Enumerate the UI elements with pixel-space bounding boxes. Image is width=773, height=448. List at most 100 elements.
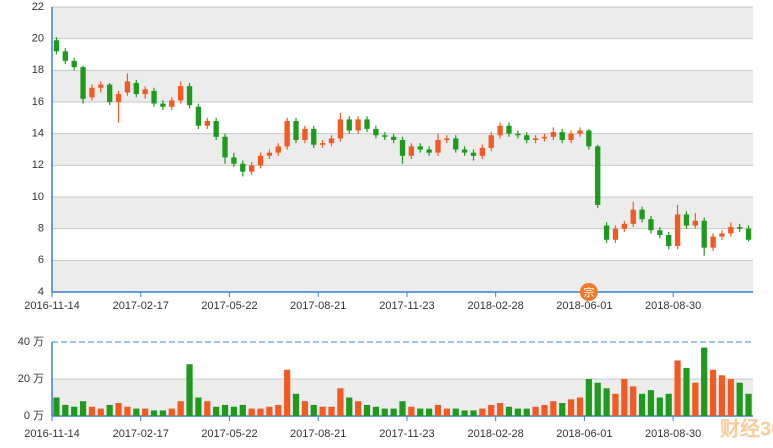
volume-bar (559, 403, 566, 416)
volume-bar (523, 408, 530, 416)
candle-body (745, 228, 752, 240)
candle-body (284, 121, 290, 147)
volume-bar (372, 406, 379, 416)
volume-bar (230, 406, 238, 416)
volume-bar (417, 408, 424, 416)
volume-x-tick-label: 2017-11-23 (379, 428, 434, 440)
x-tick-label: 2017-02-17 (113, 300, 169, 312)
volume-bar (736, 382, 743, 416)
volume-bar (195, 397, 202, 416)
candle-body (719, 233, 725, 237)
candle-body (319, 143, 326, 145)
candle-body (222, 136, 228, 158)
candle-body (390, 136, 397, 140)
candle-body (62, 51, 68, 61)
candle-body (550, 132, 557, 137)
volume-bar (621, 379, 628, 416)
candle-body (559, 132, 565, 140)
volume-bar (550, 401, 557, 416)
grid-band (52, 260, 753, 292)
candle-body (737, 227, 743, 229)
candle-body (399, 140, 406, 156)
candle-body (728, 227, 734, 234)
candle-body (107, 84, 113, 102)
candle-body (435, 140, 441, 153)
volume-bar (701, 347, 708, 416)
volume-bar (647, 390, 655, 416)
volume-bar (310, 404, 317, 416)
candle-body (497, 125, 503, 136)
candle-body (53, 40, 60, 52)
x-tick-label: 2017-08-21 (290, 300, 346, 312)
volume-bar (177, 401, 184, 416)
candle-body (115, 94, 122, 102)
candle-body (621, 223, 627, 229)
volume-bar (603, 388, 610, 416)
volume-bar (674, 360, 681, 416)
volume-bar (257, 408, 264, 416)
volume-tick-label: 20 万 (18, 373, 44, 385)
volume-x-tick-label: 2018-06-01 (556, 428, 612, 440)
candle-body (355, 119, 361, 131)
volume-bar (479, 408, 486, 416)
volume-bar (390, 408, 397, 416)
volume-bar (79, 401, 87, 416)
candle-body (364, 119, 370, 129)
candle-body (657, 230, 663, 235)
x-tick-label: 2018-02-28 (468, 300, 524, 312)
volume-bar (665, 393, 672, 416)
volume-bar (62, 404, 69, 416)
candle-body (532, 138, 539, 140)
volume-bar (470, 410, 477, 416)
candle-body (186, 86, 193, 106)
candle-body (666, 235, 672, 247)
volume-x-tick-label: 2017-05-22 (201, 428, 257, 440)
volume-bar (443, 408, 450, 416)
volume-bar (239, 404, 246, 416)
candle-body (541, 136, 548, 139)
volume-bar (328, 406, 335, 416)
volume-bar (337, 388, 344, 416)
candle-body (71, 60, 77, 68)
volume-bar (541, 404, 548, 416)
candle-body (231, 157, 237, 164)
volume-bar (53, 397, 60, 416)
y-tick-label: 12 (32, 159, 44, 171)
candle-body (133, 83, 139, 95)
candle-body (213, 121, 219, 137)
volume-bar (452, 408, 459, 416)
candle-body (461, 149, 468, 153)
candle-body (515, 133, 521, 136)
candle-body (142, 89, 148, 95)
volume-bar (727, 379, 734, 416)
volume-bar (532, 406, 539, 416)
candle-body (346, 119, 352, 131)
volume-bar (133, 408, 140, 416)
volume-band (52, 342, 753, 379)
volume-bar (745, 393, 752, 416)
candle-body (328, 138, 335, 144)
candle-body (169, 100, 175, 107)
volume-bar (692, 382, 699, 416)
volume-x-tick-label: 2018-08-30 (645, 428, 701, 440)
volume-bar (630, 386, 637, 416)
volume-bar (585, 379, 592, 416)
candle-body (444, 138, 450, 140)
volume-bar (186, 364, 193, 416)
y-tick-label: 10 (32, 191, 44, 203)
candle-body (204, 121, 210, 126)
volume-tick-label: 40 万 (18, 336, 44, 348)
y-tick-label: 14 (32, 128, 44, 140)
candle-body (80, 67, 86, 99)
volume-bar (159, 410, 167, 416)
volume-bar (284, 369, 291, 416)
volume-x-tick-label: 2018-02-28 (468, 428, 524, 440)
y-tick-label: 4 (38, 286, 44, 298)
x-tick-label: 2018-06-01 (556, 300, 612, 312)
volume-bar (88, 406, 96, 416)
volume-bar (275, 404, 282, 416)
candle-body (692, 220, 698, 226)
volume-bar (399, 401, 406, 416)
volume-bar (355, 401, 362, 416)
